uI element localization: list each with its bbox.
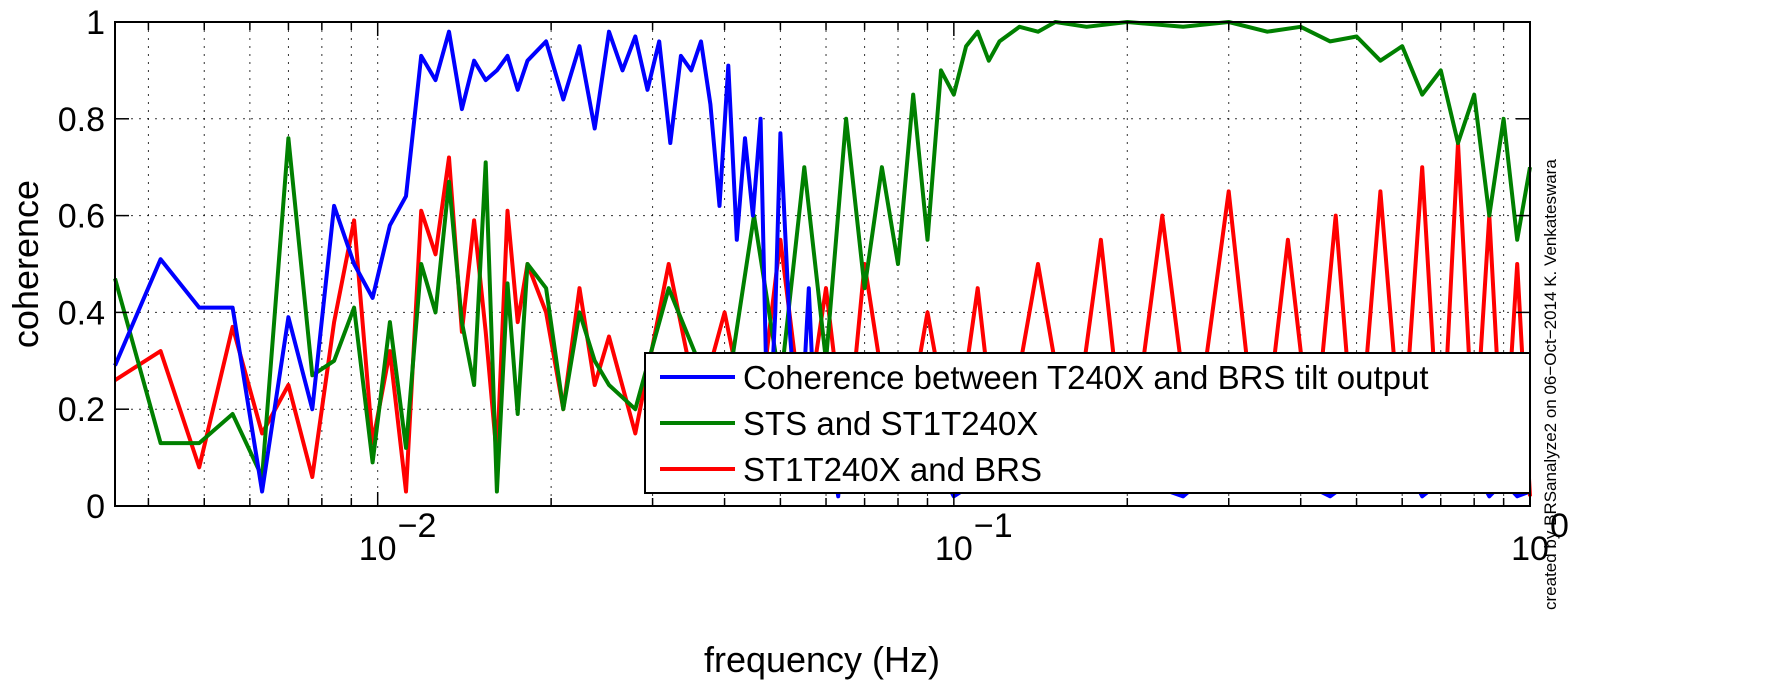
x-tick-label: 10: [1511, 530, 1549, 568]
plot-frame: [114, 21, 1531, 507]
y-tick-label: 0.4: [58, 294, 105, 332]
x-tick-label: 10: [359, 530, 397, 568]
x-axis-label: frequency (Hz): [704, 639, 940, 680]
legend-box: [644, 352, 1531, 494]
y-tick-label: 0.6: [58, 198, 105, 236]
grid-layer: [115, 22, 1530, 506]
legend: Coherence between T240X and BRS tilt out…: [644, 352, 1531, 494]
series-line-2: [113, 20, 1532, 494]
x-tick-label: 10: [935, 530, 973, 568]
legend-label-series-2: STS and ST1T240X: [743, 405, 1038, 442]
legend-label-series-1: Coherence between T240X and BRS tilt out…: [743, 359, 1429, 396]
y-tick-label: 1: [86, 4, 105, 42]
x-tick-exponent: −1: [974, 507, 1013, 545]
y-tick-label: 0.2: [58, 391, 105, 429]
x-tick-exponent: −2: [398, 507, 437, 545]
y-tick-label: 0: [86, 488, 105, 526]
credit-text: created by BRSanalyze2 on 06−Oct−2014 K.…: [1541, 159, 1560, 610]
y-axis-label: coherence: [5, 180, 46, 348]
y-tick-label: 0.8: [58, 101, 105, 139]
x-tick-exponent: 0: [1550, 507, 1569, 545]
legend-label-series-3: ST1T240X and BRS: [743, 451, 1042, 488]
